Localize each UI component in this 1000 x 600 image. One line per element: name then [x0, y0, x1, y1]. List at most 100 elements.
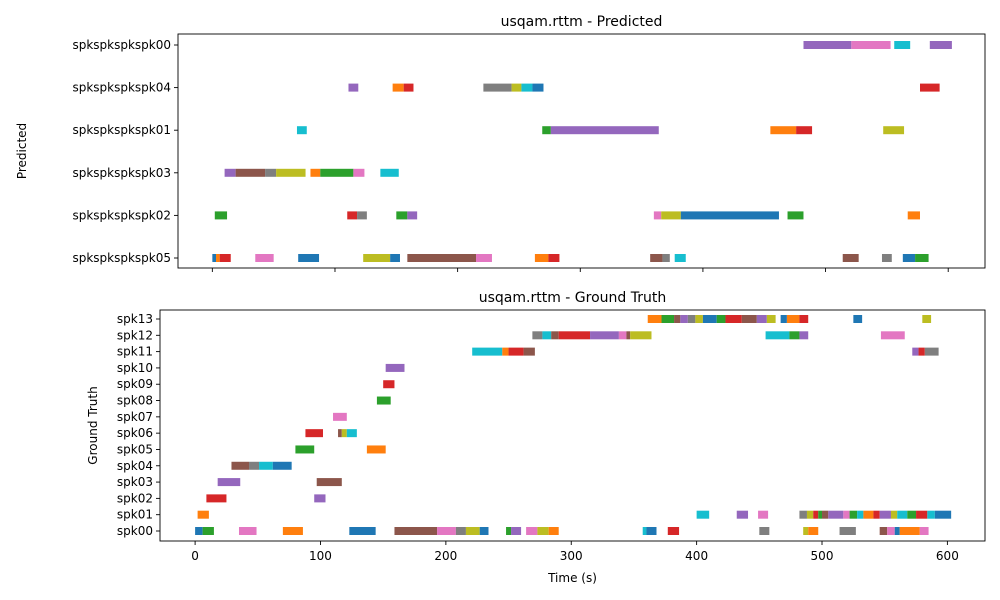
segment-bar	[647, 315, 662, 323]
segment-bar	[366, 445, 386, 454]
segment-bar	[842, 254, 859, 262]
x-tick-label: 100	[309, 549, 332, 563]
segment-bar	[912, 347, 919, 356]
segment-bar	[346, 429, 357, 438]
segment-bar	[680, 315, 688, 323]
segment-bar	[927, 510, 935, 519]
segment-bar	[206, 494, 227, 503]
y-tick-label: spk12	[117, 328, 153, 342]
chart-title: usqam.rttm - Predicted	[501, 14, 663, 30]
segment-bar	[390, 254, 400, 262]
segment-bar	[550, 126, 659, 135]
axes-frame	[159, 309, 986, 542]
segment-bar	[922, 315, 932, 323]
segment-bar	[341, 429, 347, 438]
segment-bar	[799, 510, 807, 519]
segment-bar	[511, 83, 522, 92]
segment-bar	[695, 315, 703, 323]
segment-bar	[353, 168, 365, 177]
segment-bar	[879, 510, 891, 519]
segment-bar	[255, 254, 274, 262]
segment-bar	[796, 126, 813, 135]
segment-bar	[881, 254, 892, 262]
segment-bar	[532, 331, 543, 340]
segment-bar	[394, 527, 438, 535]
segment-bar	[787, 211, 804, 220]
segment-bar	[853, 315, 863, 323]
segment-bar	[894, 41, 911, 49]
y-axis-label: Predicted	[15, 123, 29, 179]
segment-bar	[534, 254, 549, 262]
segment-bar	[907, 211, 920, 220]
segment-bar	[476, 254, 492, 262]
y-tick-label: spkspkspkspk05	[72, 251, 171, 265]
y-tick-label: spk08	[117, 394, 153, 408]
segment-bar	[758, 510, 769, 519]
segment-bar	[662, 254, 670, 262]
segment-bar	[542, 331, 552, 340]
segment-bar	[385, 363, 405, 372]
segment-bar	[333, 412, 347, 421]
segment-bar	[828, 510, 844, 519]
segment-bar	[799, 315, 809, 323]
segment-bar	[934, 510, 952, 519]
segment-bar	[558, 331, 591, 340]
segment-bar	[642, 527, 647, 535]
segment-bar	[674, 315, 681, 323]
segment-bar	[863, 510, 874, 519]
segment-bar	[766, 315, 776, 323]
segment-bar	[780, 315, 787, 323]
y-tick-label: spkspkspkspk01	[72, 123, 171, 137]
segment-bar	[508, 347, 524, 356]
segment-bar	[521, 83, 533, 92]
segment-bar	[282, 527, 303, 535]
segment-bar	[548, 254, 560, 262]
segment-bar	[259, 461, 273, 470]
segment-bar	[653, 211, 662, 220]
segment-bar	[195, 527, 203, 535]
y-tick-label: spk11	[117, 345, 153, 359]
segment-bar	[907, 510, 917, 519]
segment-bar	[532, 83, 544, 92]
segment-bar	[238, 527, 257, 535]
segment-bar	[661, 211, 681, 220]
segment-bar	[407, 211, 418, 220]
segment-bar	[217, 478, 241, 487]
segment-bar	[661, 315, 675, 323]
segment-bar	[857, 510, 864, 519]
segment-bar	[338, 429, 342, 438]
y-tick-label: spkspkspkspk04	[72, 81, 171, 95]
segment-bar	[799, 331, 809, 340]
y-tick-label: spk04	[117, 459, 153, 473]
y-tick-label: spk00	[117, 524, 153, 538]
y-axis-label: Ground Truth	[86, 386, 100, 464]
segment-bar	[357, 211, 367, 220]
y-tick-label: spk02	[117, 491, 153, 505]
segment-bar	[899, 527, 920, 535]
segment-bar	[347, 211, 358, 220]
segment-bar	[380, 168, 399, 177]
segment-bar	[197, 510, 209, 519]
segment-bar	[392, 83, 404, 92]
segment-bar	[320, 168, 354, 177]
segment-bar	[407, 254, 477, 262]
segment-bar	[537, 527, 549, 535]
segment-bar	[455, 527, 466, 535]
y-tick-label: spkspkspkspk03	[72, 166, 171, 180]
segment-bar	[216, 254, 220, 262]
segment-bar	[818, 510, 822, 519]
segment-bar	[626, 331, 631, 340]
segment-bar	[506, 527, 512, 535]
x-tick-label: 500	[811, 549, 834, 563]
segment-bar	[880, 331, 905, 340]
segment-bar	[667, 527, 680, 535]
y-tick-label: spk03	[117, 475, 153, 489]
segment-bar	[803, 41, 852, 49]
segment-bar	[296, 126, 307, 135]
segment-bar	[348, 83, 359, 92]
segment-bar	[851, 41, 891, 49]
segment-bar	[887, 527, 895, 535]
x-tick-label: 300	[560, 549, 583, 563]
segment-bar	[630, 331, 652, 340]
segment-bar	[202, 527, 214, 535]
